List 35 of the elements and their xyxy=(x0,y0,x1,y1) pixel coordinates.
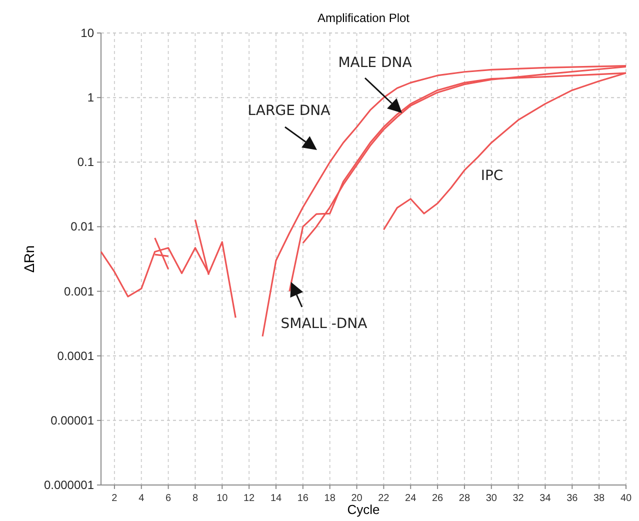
y-axis-title: ΔRn xyxy=(21,245,37,273)
x-tick-label: 32 xyxy=(512,493,524,504)
x-tick-label: 2 xyxy=(112,493,118,504)
y-tick-label: 0.1 xyxy=(77,155,94,170)
y-tick-label: 0.001 xyxy=(64,284,94,298)
x-tick-label: 26 xyxy=(432,493,444,504)
annotation: MALE DNA xyxy=(338,55,412,71)
y-tick-label: 0.01 xyxy=(70,220,94,234)
x-tick-label: 18 xyxy=(324,493,336,504)
x-tick-label: 34 xyxy=(540,493,552,504)
y-tick-label: 0.0001 xyxy=(57,348,94,363)
y-tick-label: 1 xyxy=(87,90,94,105)
x-tick-label: 16 xyxy=(297,493,309,504)
x-tick-label: 22 xyxy=(378,493,390,504)
annotation: SMALL -DNA xyxy=(280,316,368,332)
annotation: IPC xyxy=(480,168,504,184)
chart-title: Amplification Plot xyxy=(317,11,410,25)
x-tick-label: 8 xyxy=(192,493,198,504)
x-tick-label: 40 xyxy=(620,493,632,504)
x-tick-label: 14 xyxy=(270,493,282,504)
x-tick-label: 24 xyxy=(405,493,417,504)
annotation: LARGE DNA xyxy=(248,103,331,119)
x-tick-label: 20 xyxy=(351,493,363,504)
x-tick-label: 30 xyxy=(486,493,498,504)
x-tick-label: 36 xyxy=(566,493,578,504)
y-tick-label: 0.000001 xyxy=(44,478,94,492)
x-tick-label: 4 xyxy=(138,493,145,504)
x-tick-label: 12 xyxy=(244,493,256,504)
x-axis-title: Cycle xyxy=(347,502,380,517)
x-tick-label: 28 xyxy=(458,493,470,504)
x-tick-label: 10 xyxy=(216,493,228,504)
x-tick-label: 38 xyxy=(594,493,606,504)
y-tick-label: 10 xyxy=(80,26,94,40)
x-tick-label: 6 xyxy=(166,493,172,504)
y-tick-label: 0.00001 xyxy=(50,413,94,428)
